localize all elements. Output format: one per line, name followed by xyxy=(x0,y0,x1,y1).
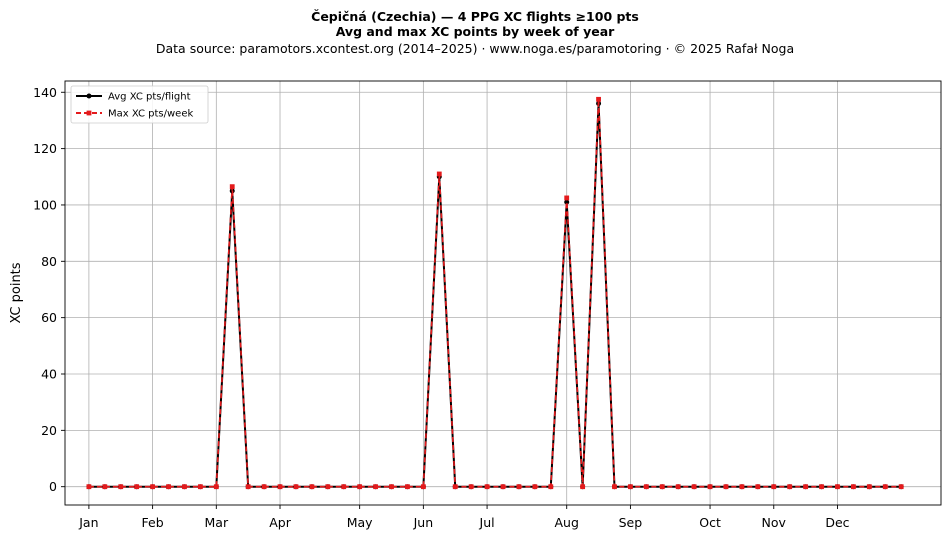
y-tick-label: 120 xyxy=(33,141,57,156)
plot-frame xyxy=(64,80,942,506)
data-point xyxy=(564,199,570,205)
x-tick-label: Jun xyxy=(413,515,434,530)
data-point xyxy=(197,484,203,490)
data-point xyxy=(452,484,458,490)
data-point xyxy=(819,484,824,490)
data-point xyxy=(166,484,171,490)
data-point xyxy=(373,484,378,490)
x-tick-label: Apr xyxy=(269,515,291,530)
data-point xyxy=(436,171,442,177)
data-point xyxy=(866,484,872,490)
data-point xyxy=(150,484,155,490)
data-point xyxy=(564,195,570,201)
data-point xyxy=(309,484,315,490)
y-axis: 0 20 40 60 80 100 120 140 xyxy=(33,85,65,494)
y-tick-label: 40 xyxy=(41,366,57,381)
data-point xyxy=(835,484,840,490)
data-point xyxy=(357,484,363,490)
legend-label: Max XC pts/week xyxy=(108,109,193,120)
x-tick-label: May xyxy=(347,515,373,530)
data-point xyxy=(851,484,856,490)
legend-label: Avg XC pts/flight xyxy=(108,92,191,103)
data-point xyxy=(134,484,140,490)
y-tick-label: 0 xyxy=(49,479,57,494)
series-line xyxy=(88,102,902,488)
y-tick-label: 140 xyxy=(33,85,57,100)
data-point xyxy=(628,484,633,490)
data-point xyxy=(516,484,522,490)
legend-swatch-marker xyxy=(86,93,92,99)
data-point xyxy=(182,484,187,490)
y-axis-label: XC points xyxy=(9,262,24,323)
data-point xyxy=(325,484,331,490)
data-point xyxy=(707,484,713,490)
data-point xyxy=(484,484,490,490)
x-tick-label: Jul xyxy=(479,515,495,530)
data-point xyxy=(86,484,92,490)
data-point xyxy=(245,484,251,490)
data-point xyxy=(580,484,586,490)
data-point xyxy=(803,484,809,490)
y-tick-label: 100 xyxy=(33,197,57,212)
data-point xyxy=(739,484,745,490)
data-point xyxy=(612,484,617,490)
data-point xyxy=(643,484,649,490)
x-tick-label: Dec xyxy=(825,515,849,530)
y-tick-label: 20 xyxy=(41,423,57,438)
y-tick-label: 80 xyxy=(41,254,57,269)
series-1 xyxy=(86,101,904,490)
data-point xyxy=(261,484,267,490)
data-point xyxy=(548,484,554,490)
data-point xyxy=(229,184,235,190)
data-point xyxy=(468,484,474,490)
data-point xyxy=(532,484,538,490)
x-tick-label: Sep xyxy=(619,515,643,530)
x-tick-label: Aug xyxy=(554,515,578,530)
data-point xyxy=(102,484,108,490)
data-point xyxy=(389,484,394,490)
legend-swatch-marker xyxy=(86,110,92,116)
data-point xyxy=(405,484,410,490)
title-block: Čepičná (Czechia) — 4 PPG XC flights ≥10… xyxy=(0,9,950,58)
x-tick-label: Feb xyxy=(142,515,164,530)
data-point xyxy=(341,484,347,490)
legend: Avg XC pts/flight Max XC pts/week xyxy=(70,85,209,124)
data-source-note: Data source: paramotors.xcontest.org (20… xyxy=(155,41,795,56)
data-point xyxy=(293,484,299,490)
x-tick-label: Nov xyxy=(762,515,787,530)
series-layer xyxy=(86,96,904,490)
series-line xyxy=(88,98,902,488)
chart-subtitle: Avg and max XC points by week of year xyxy=(335,24,615,39)
chart-title: Čepičná (Czechia) — 4 PPG XC flights ≥10… xyxy=(311,9,639,24)
series-2 xyxy=(86,96,904,490)
data-point xyxy=(882,484,888,490)
x-axis: Jan Feb Mar Apr May Jun Jul Aug Sep Oct Nov Dec xyxy=(78,505,850,530)
data-point xyxy=(420,484,426,490)
data-point xyxy=(898,484,904,490)
data-point xyxy=(787,484,793,490)
data-point xyxy=(213,484,219,490)
data-point xyxy=(596,96,601,102)
data-point xyxy=(500,484,506,490)
x-tick-label: Mar xyxy=(205,515,229,530)
legend-box xyxy=(70,85,209,124)
data-point xyxy=(118,484,124,490)
data-point xyxy=(723,484,729,490)
data-point xyxy=(691,484,697,490)
x-tick-label: Oct xyxy=(699,515,721,530)
data-point xyxy=(675,484,681,490)
x-tick-label: Jan xyxy=(78,515,98,530)
data-point xyxy=(277,484,283,490)
data-point xyxy=(771,484,777,490)
data-point xyxy=(755,484,761,490)
data-point xyxy=(659,484,665,490)
y-tick-label: 60 xyxy=(41,310,57,325)
grid-lines xyxy=(65,81,941,505)
